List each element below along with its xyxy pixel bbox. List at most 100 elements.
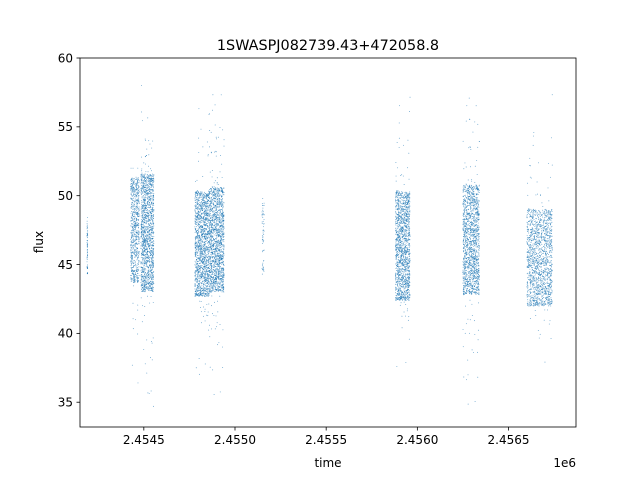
data-point	[198, 285, 200, 287]
data-point	[200, 241, 202, 242]
data-point	[135, 269, 137, 271]
data-point	[209, 336, 211, 338]
data-point	[212, 279, 214, 280]
data-point	[203, 247, 205, 249]
data-point	[213, 215, 215, 217]
data-point	[135, 185, 137, 187]
data-point	[137, 182, 139, 184]
data-point	[194, 273, 196, 275]
data-point	[144, 192, 146, 194]
data-point	[205, 203, 207, 205]
data-point	[150, 341, 152, 342]
data-point	[152, 184, 154, 186]
data-point	[141, 290, 143, 292]
data-point	[146, 264, 148, 266]
data-point	[222, 287, 224, 289]
data-point	[141, 271, 143, 273]
data-point	[211, 224, 213, 226]
data-point	[207, 282, 209, 284]
data-point	[148, 271, 150, 273]
data-point	[150, 244, 152, 246]
data-point	[194, 209, 196, 211]
data-point	[202, 244, 204, 245]
data-point	[142, 182, 144, 184]
data-point	[142, 242, 144, 244]
data-point	[146, 209, 148, 211]
data-point	[216, 243, 218, 245]
data-point	[147, 195, 149, 197]
data-point	[218, 281, 220, 283]
data-point	[145, 242, 147, 244]
data-point	[130, 237, 132, 239]
data-point	[200, 128, 202, 130]
data-point	[135, 194, 137, 196]
data-point	[152, 245, 154, 247]
data-point	[145, 281, 147, 283]
data-point	[204, 254, 206, 256]
data-point	[131, 254, 132, 256]
data-point	[142, 213, 144, 215]
data-point	[198, 238, 200, 240]
data-point	[222, 229, 224, 231]
data-point	[221, 346, 223, 348]
data-point	[150, 218, 152, 220]
data-point	[146, 180, 148, 182]
data-point	[132, 258, 134, 260]
data-point	[194, 198, 196, 200]
data-point	[149, 252, 150, 254]
data-point	[206, 219, 208, 221]
data-point	[141, 218, 143, 220]
data-point	[195, 238, 197, 240]
data-point	[201, 278, 203, 280]
data-point	[86, 246, 88, 248]
data-point	[201, 202, 203, 204]
data-point	[145, 277, 146, 279]
data-point	[198, 198, 200, 200]
data-point	[145, 236, 147, 238]
data-point	[147, 228, 149, 230]
data-point	[221, 287, 222, 289]
data-point	[199, 246, 201, 248]
data-point	[133, 265, 135, 267]
data-point	[135, 254, 137, 256]
data-point	[146, 221, 148, 223]
data-point	[206, 270, 208, 272]
data-point	[221, 212, 223, 214]
data-point	[217, 241, 219, 243]
data-point	[140, 232, 142, 234]
data-point	[149, 280, 151, 282]
data-point	[217, 236, 219, 238]
data-point	[147, 271, 149, 273]
data-point	[151, 183, 153, 185]
data-point	[152, 302, 154, 304]
data-point	[202, 194, 204, 195]
data-point	[151, 214, 153, 216]
data-point	[212, 240, 214, 241]
data-point	[137, 215, 139, 217]
data-point	[136, 253, 138, 255]
data-point	[212, 193, 214, 195]
data-point	[146, 176, 147, 178]
data-point	[211, 268, 213, 270]
data-point	[196, 252, 198, 254]
data-point	[222, 201, 224, 203]
data-point	[143, 202, 145, 203]
data-point	[206, 238, 208, 240]
data-point	[145, 209, 147, 211]
data-point	[131, 232, 133, 234]
data-point	[203, 199, 205, 201]
data-point	[211, 220, 213, 222]
data-point	[218, 258, 220, 260]
data-point	[207, 216, 209, 218]
data-point	[205, 287, 207, 289]
data-point	[135, 206, 137, 208]
data-point	[217, 288, 219, 290]
data-point	[151, 147, 153, 149]
data-point	[217, 275, 219, 277]
data-point	[210, 237, 212, 239]
data-point	[140, 177, 142, 179]
data-point	[203, 211, 205, 212]
data-point	[149, 232, 151, 234]
data-point	[204, 266, 206, 268]
data-point	[143, 260, 145, 262]
